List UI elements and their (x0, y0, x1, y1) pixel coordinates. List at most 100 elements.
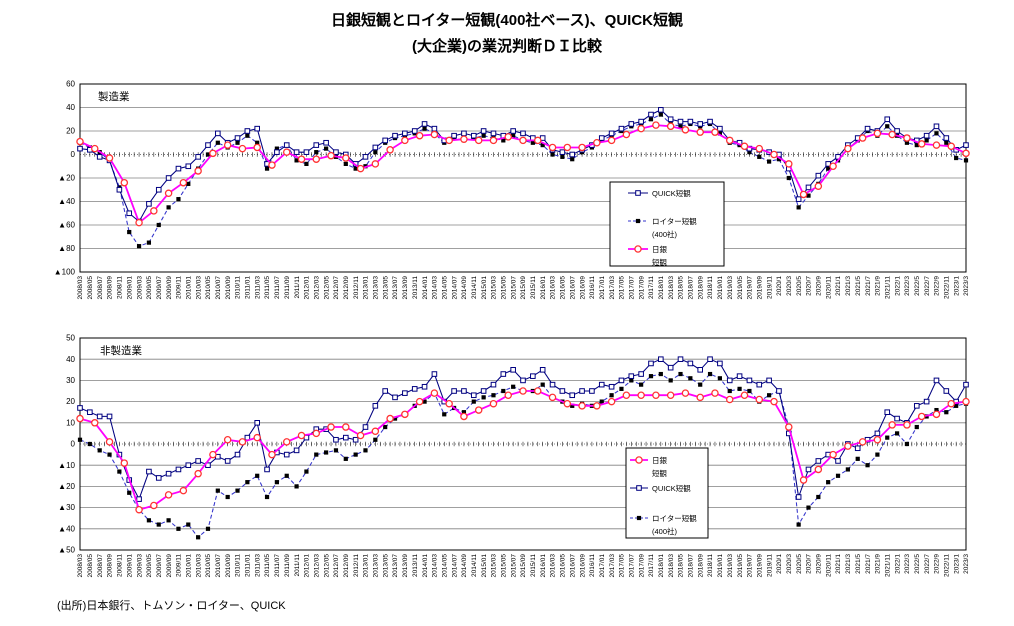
svg-text:2016/07: 2016/07 (569, 554, 576, 578)
svg-text:2023/3: 2023/3 (963, 276, 970, 296)
svg-text:2011/03: 2011/03 (254, 554, 261, 577)
svg-text:2017/03: 2017/03 (609, 554, 616, 578)
svg-text:2012/07: 2012/07 (333, 276, 340, 300)
svg-text:2009/05: 2009/05 (146, 554, 153, 578)
svg-text:2012/11: 2012/11 (353, 276, 360, 299)
svg-text:2009/01: 2009/01 (126, 276, 133, 300)
svg-text:2023/1: 2023/1 (953, 276, 960, 296)
svg-text:2020/7: 2020/7 (806, 554, 813, 574)
svg-text:2009/11: 2009/11 (176, 554, 183, 577)
svg-text:2008/03: 2008/03 (77, 554, 84, 578)
svg-text:2010/07: 2010/07 (215, 554, 222, 578)
svg-text:2022/7: 2022/7 (924, 276, 931, 296)
svg-text:2022/1: 2022/1 (894, 276, 901, 296)
svg-text:2021/11: 2021/11 (884, 554, 891, 577)
svg-text:2018/03: 2018/03 (668, 554, 675, 578)
x-axis-labels: 2008/03 2008/05 2008/07 2008/09 2008/11 2009/… (77, 554, 970, 578)
svg-text:2014/11: 2014/11 (471, 276, 478, 299)
svg-text:30: 30 (66, 376, 75, 385)
svg-text:2017/01: 2017/01 (599, 276, 606, 300)
svg-text:2009/05: 2009/05 (146, 276, 153, 300)
svg-text:2010/03: 2010/03 (195, 276, 202, 300)
svg-text:2009/09: 2009/09 (166, 554, 173, 578)
svg-text:2019/11: 2019/11 (766, 554, 773, 577)
svg-text:2014/05: 2014/05 (441, 276, 448, 300)
svg-text:2022/11: 2022/11 (944, 276, 951, 299)
svg-text:2010/11: 2010/11 (235, 554, 242, 577)
svg-text:2018/07: 2018/07 (688, 554, 695, 578)
svg-text:2016/09: 2016/09 (579, 276, 586, 300)
svg-text:2008/07: 2008/07 (97, 276, 104, 300)
svg-text:2015/09: 2015/09 (520, 276, 527, 300)
panel-label: 非製造業 (100, 344, 142, 357)
plot-frame (79, 337, 967, 551)
svg-text:2017/09: 2017/09 (638, 554, 645, 578)
svg-text:2013/09: 2013/09 (402, 276, 409, 300)
svg-text:2018/07: 2018/07 (688, 276, 695, 300)
svg-text:2016/07: 2016/07 (569, 276, 576, 300)
svg-text:2019/01: 2019/01 (717, 276, 724, 300)
svg-text:2020/9: 2020/9 (816, 554, 823, 574)
svg-text:2013/05: 2013/05 (382, 554, 389, 578)
svg-text:2016/05: 2016/05 (560, 554, 567, 578)
svg-text:20: 20 (66, 127, 75, 136)
svg-text:2009/03: 2009/03 (136, 276, 143, 300)
svg-text:2022/7: 2022/7 (924, 554, 931, 574)
svg-text:2019/03: 2019/03 (727, 276, 734, 300)
svg-text:2009/07: 2009/07 (156, 276, 163, 300)
svg-text:2013/07: 2013/07 (392, 554, 399, 578)
svg-text:2017/03: 2017/03 (609, 276, 616, 300)
svg-text:2010/09: 2010/09 (225, 276, 232, 300)
svg-text:2019/05: 2019/05 (737, 276, 744, 300)
svg-text:2015/09: 2015/09 (520, 554, 527, 578)
svg-text:2008/09: 2008/09 (107, 554, 114, 578)
svg-text:2021/3: 2021/3 (845, 276, 852, 296)
svg-text:2012/01: 2012/01 (304, 276, 311, 300)
svg-text:2009/09: 2009/09 (166, 276, 173, 300)
svg-text:2013/11: 2013/11 (412, 276, 419, 299)
svg-text:2014/07: 2014/07 (451, 276, 458, 300)
svg-text:(400社): (400社) (652, 526, 678, 536)
svg-text:ロイター短観: ロイター短観 (652, 513, 697, 523)
svg-text:2009/11: 2009/11 (176, 276, 183, 299)
svg-text:2014/11: 2014/11 (471, 554, 478, 577)
chart-title-line1: 日銀短観とロイター短観(400社ベース)、QUICK短観 (330, 12, 683, 29)
series-boj (76, 121, 970, 227)
svg-text:2022/1: 2022/1 (894, 554, 901, 574)
svg-text:▲80: ▲80 (58, 244, 75, 253)
svg-text:2021/9: 2021/9 (875, 276, 882, 296)
svg-text:2015/05: 2015/05 (501, 554, 508, 578)
svg-text:2021/7: 2021/7 (865, 276, 872, 296)
svg-text:2017/05: 2017/05 (619, 276, 626, 300)
svg-text:2014/05: 2014/05 (441, 554, 448, 578)
svg-text:2020/9: 2020/9 (816, 276, 823, 296)
source-note: (出所)日本銀行、トムソン・ロイター、QUICK (57, 600, 286, 612)
svg-text:2011/05: 2011/05 (264, 276, 271, 299)
svg-text:2011/03: 2011/03 (254, 276, 261, 299)
svg-text:2013/05: 2013/05 (382, 276, 389, 300)
svg-text:2020/7: 2020/7 (806, 276, 813, 296)
svg-text:2018/11: 2018/11 (707, 554, 714, 577)
svg-text:2014/03: 2014/03 (432, 554, 439, 578)
svg-text:2010/07: 2010/07 (215, 276, 222, 300)
svg-text:2021/1: 2021/1 (835, 276, 842, 296)
svg-text:2021/11: 2021/11 (884, 276, 891, 299)
svg-text:▲40: ▲40 (58, 524, 75, 533)
svg-text:2011/09: 2011/09 (284, 554, 291, 577)
svg-text:▲20: ▲20 (58, 482, 75, 491)
svg-text:2015/01: 2015/01 (481, 276, 488, 300)
svg-text:2009/01: 2009/01 (126, 554, 133, 578)
svg-text:2020/11: 2020/11 (825, 554, 832, 577)
svg-text:2015/07: 2015/07 (510, 276, 517, 300)
chart-title-line2: (大企業)の業況判断ＤＩ比較 (412, 38, 602, 55)
svg-text:2009/03: 2009/03 (136, 554, 143, 578)
svg-text:2018/01: 2018/01 (658, 554, 665, 578)
svg-text:0: 0 (71, 150, 76, 159)
plot-frame (79, 83, 967, 273)
y-axis-labels: 60 40 20 0 ▲20 ▲40 ▲60 ▲80 ▲100 (54, 80, 76, 277)
svg-text:2008/11: 2008/11 (117, 276, 124, 299)
svg-text:2022/9: 2022/9 (934, 276, 941, 296)
